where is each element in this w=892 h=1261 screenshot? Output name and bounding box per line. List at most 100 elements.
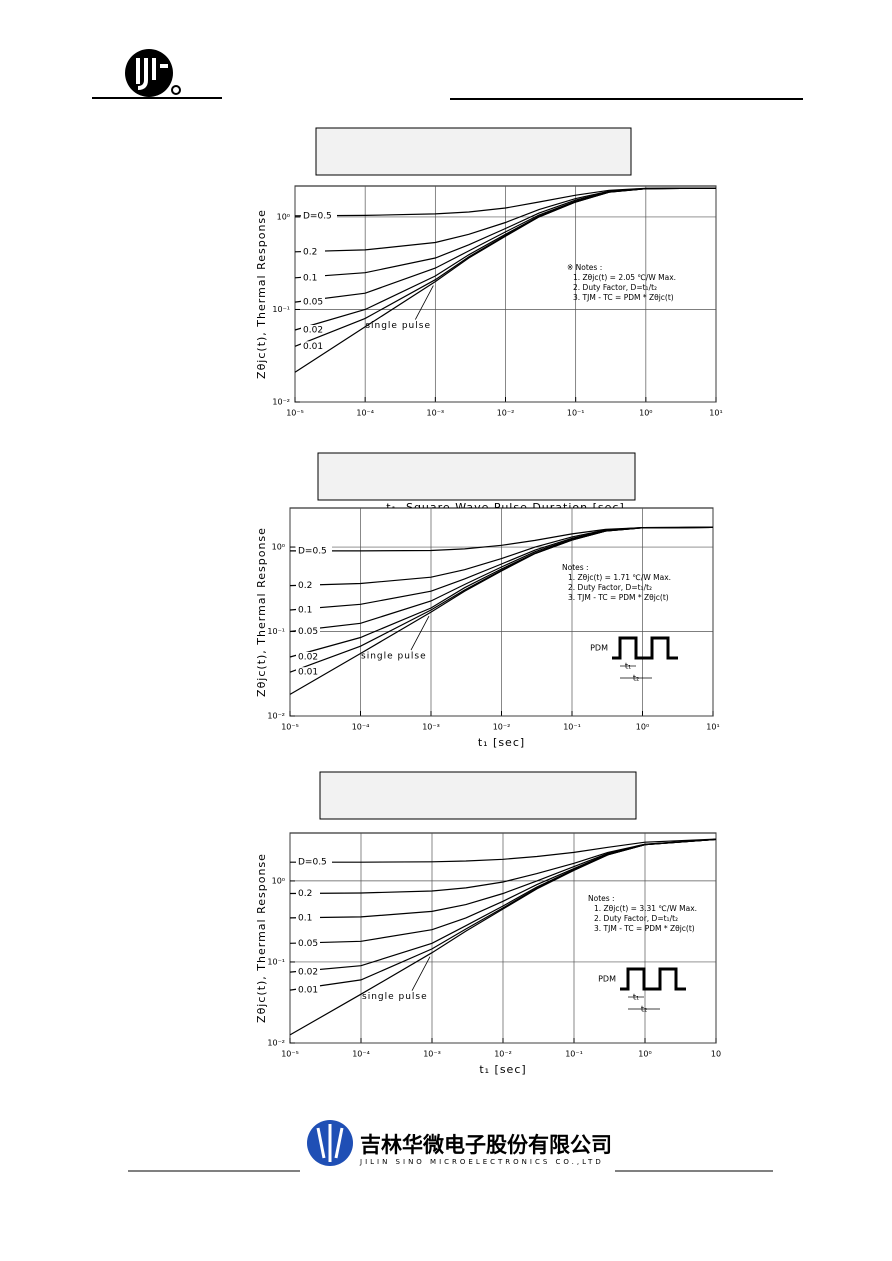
caption-box: [319, 771, 637, 820]
x-tick-label: 10⁰: [638, 1050, 651, 1059]
x-tick-label: 10⁻⁴: [352, 723, 370, 732]
pulse-label: PDM: [590, 644, 608, 653]
curve-label: 0.2: [303, 247, 317, 257]
leader: [414, 285, 434, 320]
curve-label: 0.01: [298, 986, 318, 996]
curve-label: 0.01: [303, 342, 323, 352]
pulse-label: t₂: [641, 1005, 647, 1014]
x-tick-label: 10⁻¹: [567, 409, 585, 418]
footer-logo: [307, 1120, 353, 1166]
curve-label: D=0.5: [298, 546, 327, 556]
y-tick-label: 10⁰: [272, 876, 285, 885]
note: 1. Zθjc(t) = 2.05 ℃/W Max.: [573, 273, 676, 282]
curve-label: 0.02: [298, 652, 318, 662]
curve-label: 0.05: [298, 627, 318, 637]
x-axis-label: t₁ [sec]: [478, 736, 525, 749]
y-axis-label: Zθjc(t), Thermal Response: [255, 209, 268, 379]
note: Notes :: [562, 563, 589, 572]
x-tick-label: 10⁻⁵: [286, 409, 304, 418]
x-tick-label: 10⁻²: [493, 723, 511, 732]
leader: [411, 956, 431, 991]
label-bg: [296, 667, 320, 678]
pulse-label: PDM: [598, 975, 616, 984]
x-tick-label: 10⁰: [639, 409, 652, 418]
y-tick-label: 10⁻²: [267, 712, 285, 721]
y-axis-label: Zθjc(t), Thermal Response: [255, 853, 268, 1023]
label-bg: [296, 545, 332, 556]
note: 3. TJM - TC = PDM * Zθjc(t): [573, 293, 674, 302]
x-tick-label: 10: [711, 1050, 721, 1059]
label-bg: [296, 857, 332, 868]
curve-label: 0.02: [303, 326, 323, 336]
x-tick-label: 10¹: [709, 409, 722, 418]
y-tick-label: 10⁰: [272, 543, 285, 552]
curve-label: 0.05: [298, 939, 318, 949]
x-tick-label: 10⁻³: [427, 409, 445, 418]
note: 3. TJM - TC = PDM * Zθjc(t): [568, 593, 669, 602]
curve-label: 0.2: [298, 889, 312, 899]
label-bg: [296, 626, 320, 637]
x-axis-label: t₁ [sec]: [479, 1063, 526, 1076]
curve: [290, 838, 717, 863]
y-tick-label: 10⁻²: [267, 1039, 285, 1048]
x-tick-label: 10¹: [706, 723, 719, 732]
pulse-diagram: [612, 636, 678, 660]
x-tick-label: 10⁻²: [497, 409, 515, 418]
label-bg: [296, 604, 320, 615]
x-tick-label: 10⁻⁵: [281, 1050, 299, 1059]
label-bg: [296, 651, 320, 662]
label-bg: [301, 297, 325, 308]
label-bg: [296, 938, 320, 949]
x-tick-label: 10⁻¹: [563, 723, 581, 732]
note: 1. Zθjc(t) = 3.31 ℃/W Max.: [594, 904, 697, 913]
x-tick-label: 10⁻³: [423, 1050, 441, 1059]
label-bg: [301, 246, 325, 257]
x-tick-label: 10⁻¹: [565, 1050, 583, 1059]
y-tick-label: 10⁻²: [272, 398, 290, 407]
pulse-label: t₁: [633, 993, 639, 1002]
x-tick-label: 10⁻⁴: [356, 409, 374, 418]
label-bg: [301, 272, 325, 283]
header-logo: [125, 49, 181, 97]
label-bg: [296, 912, 320, 923]
curve-label: 0.1: [298, 913, 312, 923]
note: 2. Duty Factor, D=t₁/t₂: [573, 283, 657, 292]
label-bg: [296, 580, 320, 591]
company-name-en: JILIN SINO MICROELECTRONICS CO.,LTD: [359, 1158, 604, 1166]
curve-label: single pulse: [365, 321, 431, 331]
pulse-label: t₁: [625, 662, 631, 671]
curve-label: D=0.5: [303, 211, 332, 221]
x-tick-label: 10⁰: [636, 723, 649, 732]
curve: [289, 526, 714, 695]
label-bg: [301, 325, 325, 335]
curve-label: 0.1: [298, 605, 312, 615]
pulse-diagram: [620, 967, 686, 991]
note: ※ Notes :: [567, 263, 602, 272]
note: Notes :: [588, 894, 615, 903]
leader: [410, 615, 430, 651]
caption-box: [317, 452, 636, 501]
y-tick-label: 10⁻¹: [267, 957, 285, 966]
label-bg: [296, 967, 320, 978]
curve-label: D=0.5: [298, 858, 327, 868]
note: 2. Duty Factor, D=t₁/t₂: [594, 914, 678, 923]
label-bg: [296, 985, 320, 996]
curve-label: single pulse: [362, 992, 428, 1002]
x-tick-label: 10⁻⁴: [352, 1050, 370, 1059]
caption-box: [315, 127, 632, 176]
y-tick-label: 10⁻¹: [272, 305, 290, 314]
label-bg: [301, 341, 325, 352]
curve: [289, 838, 717, 895]
note: 2. Duty Factor, D=t₁/t₂: [568, 583, 652, 592]
x-tick-label: 10⁻⁵: [281, 723, 299, 732]
curve: [294, 187, 717, 373]
curve: [289, 838, 717, 1036]
y-tick-label: 10⁰: [277, 212, 290, 221]
curve-label: 0.05: [303, 298, 323, 308]
pulse-label: t₂: [633, 674, 639, 683]
note: 3. TJM - TC = PDM * Zθjc(t): [594, 924, 695, 933]
curve-label: 0.1: [303, 273, 317, 283]
label-bg: [296, 888, 320, 899]
curve-label: 0.2: [298, 581, 312, 591]
